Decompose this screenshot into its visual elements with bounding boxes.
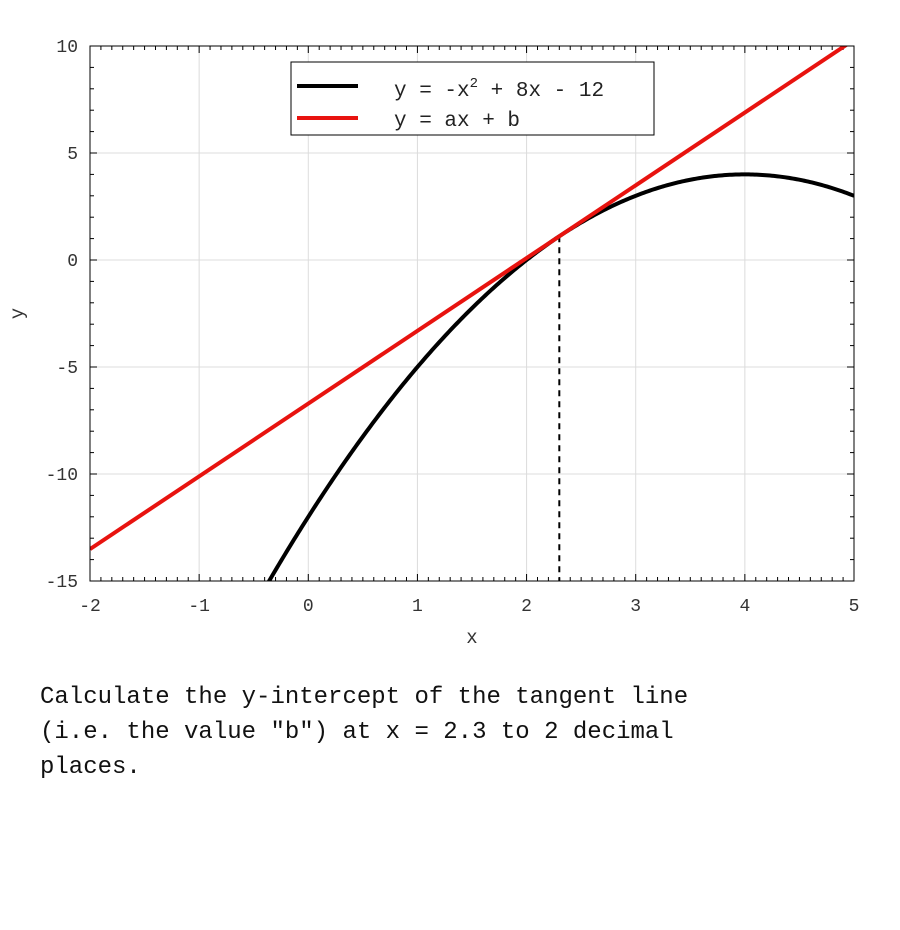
legend-box [290, 61, 655, 136]
series-parabola-line [266, 172, 854, 581]
x-tick-label: 1 [412, 597, 423, 617]
y-tick-label: -5 [56, 359, 78, 379]
legend-label-parabola-main: y = -x [394, 80, 470, 103]
x-tick-label: 0 [303, 597, 314, 617]
x-tick-label: 3 [630, 597, 641, 617]
legend-label-parabola-rest: + 8x - 12 [478, 80, 604, 103]
y-tick-label: -15 [46, 573, 78, 593]
y-tick-label: -10 [46, 466, 78, 486]
y-tick-label: 0 [67, 252, 78, 272]
y-tick-label: 5 [67, 145, 78, 165]
x-axis-label: x [466, 627, 477, 649]
legend: y = -x2 + 8x - 12 y = ax + b [290, 61, 655, 136]
plot-frame [89, 45, 855, 582]
x-tick-label: -1 [188, 597, 210, 617]
x-tick-label: -2 [79, 597, 101, 617]
legend-label-parabola-exponent: 2 [470, 76, 478, 92]
question-text: Calculate the y-intercept of the tangent… [40, 684, 689, 781]
x-tick-label: 5 [849, 597, 860, 617]
series-tangent-line [90, 46, 849, 551]
x-tick-label: 2 [521, 597, 532, 617]
y-tick-label: 10 [56, 38, 78, 58]
y-axis-label: y [7, 308, 29, 319]
x-tick-label: 4 [739, 597, 750, 617]
legend-label-tangent: y = ax + b [394, 110, 520, 133]
axis-ticks [89, 45, 855, 582]
legend-label-parabola: y = -x2 + 8x - 12 [394, 76, 604, 103]
